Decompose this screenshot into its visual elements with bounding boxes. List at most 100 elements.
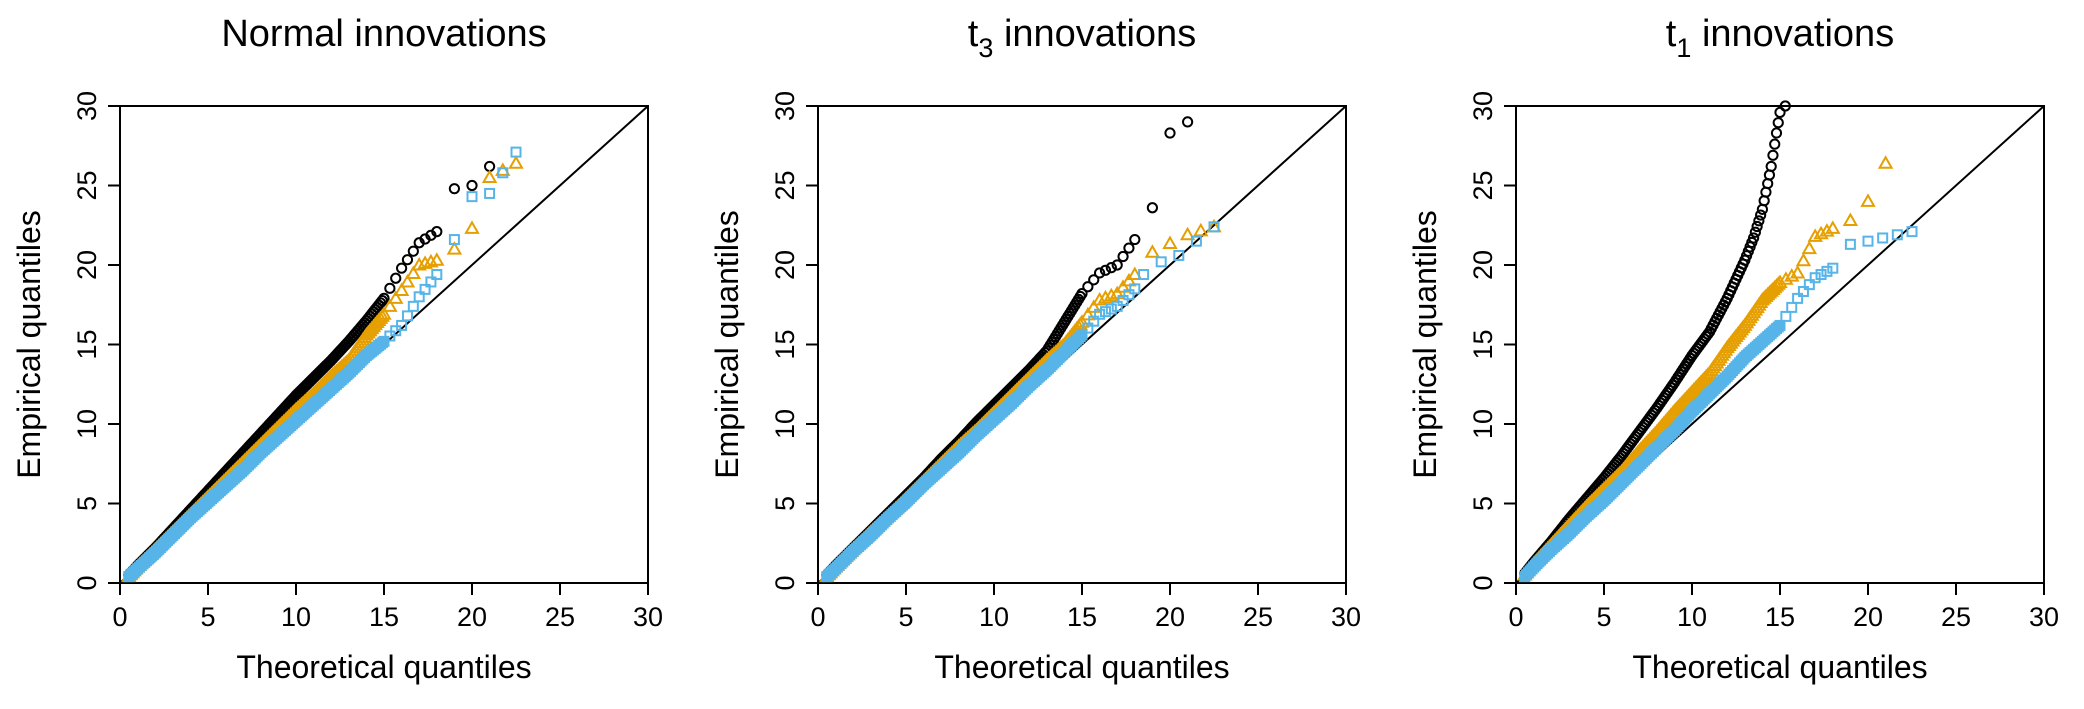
data-point <box>407 245 419 257</box>
panel-3: t1 innovations 0 5 10 15 20 25 30 0 5 10 15 20 25 30 Th… <box>1407 13 2059 685</box>
data-point <box>390 272 402 284</box>
data-point <box>376 295 388 307</box>
series-circle <box>1519 100 1791 580</box>
panel-title: t3 innovations <box>968 13 1196 63</box>
data-point <box>1111 300 1123 312</box>
data-point <box>1123 289 1135 301</box>
x-tick-label: 15 <box>1765 602 1795 632</box>
data-point <box>1146 202 1159 214</box>
data-point <box>1127 266 1143 281</box>
title-subscript: 3 <box>978 33 993 63</box>
data-point <box>1138 269 1150 281</box>
data-point <box>1797 286 1809 297</box>
title-main: t <box>968 13 979 55</box>
x-tick-label: 20 <box>457 602 487 632</box>
series-circle <box>821 116 1194 581</box>
data-point <box>407 300 419 312</box>
data-point <box>1772 117 1784 129</box>
title-rest: innovations <box>993 13 1196 55</box>
data-point <box>1164 127 1176 139</box>
data-point <box>1088 315 1100 327</box>
data-point <box>1123 242 1135 254</box>
x-tick-label: 25 <box>1941 602 1971 632</box>
title-rest: innovations <box>1691 13 1894 55</box>
data-point <box>1827 262 1839 274</box>
data-point <box>1789 264 1806 279</box>
data-point <box>1208 221 1220 233</box>
x-tick-label: 15 <box>1067 602 1097 632</box>
y-axis-label: Empirical quantiles <box>709 210 745 479</box>
data-point <box>376 337 388 349</box>
data-point <box>1097 289 1114 304</box>
data-point <box>1795 252 1812 267</box>
data-point <box>466 191 478 203</box>
data-point <box>464 220 480 234</box>
data-point <box>1860 193 1876 207</box>
data-point <box>1769 138 1781 150</box>
data-point <box>401 310 413 322</box>
data-point <box>495 162 511 176</box>
data-point <box>1080 306 1096 321</box>
y-tick-label: 10 <box>72 409 102 439</box>
data-point <box>1162 235 1178 250</box>
x-tick-label: 30 <box>1331 602 1361 632</box>
x-tick-label: 5 <box>898 602 913 632</box>
data-point <box>1082 322 1094 334</box>
data-point <box>431 226 443 238</box>
y-tick-label: 20 <box>770 250 800 280</box>
y-tick-label: 15 <box>770 329 800 359</box>
data-point <box>429 252 445 266</box>
data-point <box>1803 279 1815 291</box>
x-tick-label: 10 <box>979 602 1009 632</box>
data-point <box>399 273 416 288</box>
data-point <box>1765 160 1777 173</box>
data-point <box>1099 306 1111 318</box>
data-point <box>497 167 509 179</box>
y-tick-label: 20 <box>72 250 102 280</box>
data-point <box>1755 209 1767 221</box>
series-circle <box>123 160 496 581</box>
data-point <box>1784 268 1800 282</box>
data-point <box>1091 291 1108 306</box>
data-point <box>1767 149 1779 161</box>
data-point <box>1129 283 1141 295</box>
data-point <box>1778 271 1794 285</box>
x-tick-label: 0 <box>1508 602 1523 632</box>
y-tick-label: 15 <box>1468 329 1498 359</box>
data-point <box>466 179 478 192</box>
data-point <box>1105 303 1117 315</box>
data-point <box>1780 310 1792 322</box>
data-point <box>393 282 410 296</box>
data-point <box>431 269 443 281</box>
data-point <box>413 291 425 303</box>
title-main: t <box>1666 13 1677 55</box>
data-point <box>378 292 390 304</box>
data-point <box>1074 331 1086 343</box>
y-tick-label: 5 <box>770 496 800 511</box>
data-point <box>401 254 414 266</box>
panel-title: Normal innovations <box>221 13 546 55</box>
data-point <box>484 187 496 199</box>
data-point <box>419 283 431 295</box>
x-axis-label: Theoretical quantiles <box>1632 649 1927 685</box>
y-tick-label: 10 <box>770 409 800 439</box>
data-point <box>1891 229 1903 241</box>
x-tick-label: 5 <box>1596 602 1611 632</box>
data-point <box>1877 232 1889 244</box>
x-tick-label: 10 <box>281 602 311 632</box>
data-point <box>1094 308 1106 320</box>
data-point <box>1129 233 1141 246</box>
data-point <box>1190 235 1202 247</box>
data-point <box>1770 127 1783 139</box>
data-point <box>1819 223 1835 237</box>
y-tick-label: 0 <box>1468 575 1498 590</box>
x-axis-label: Theoretical quantiles <box>236 649 531 685</box>
y-tick-label: 30 <box>770 91 800 121</box>
data-point <box>1099 264 1112 276</box>
data-point <box>448 183 460 195</box>
x-tick-label: 20 <box>1853 602 1883 632</box>
series-square <box>123 146 522 583</box>
data-point <box>1111 259 1123 271</box>
panel-1: Normal innovations 0 5 10 15 20 25 30 0 5 10 15 20 25… <box>11 13 663 685</box>
